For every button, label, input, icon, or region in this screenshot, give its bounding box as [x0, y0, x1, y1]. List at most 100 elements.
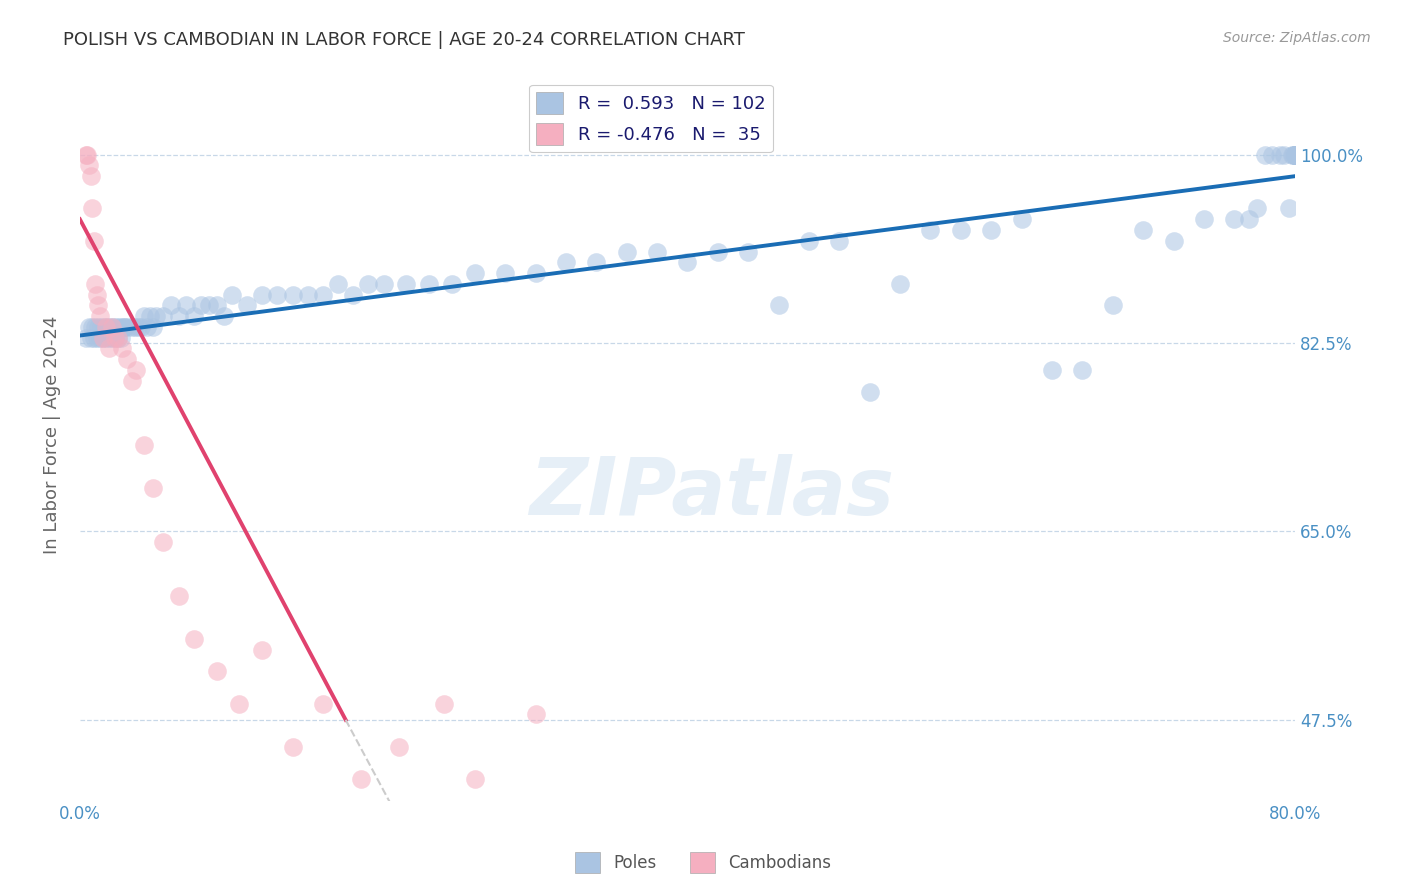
Point	[94, 319, 117, 334]
Point	[357, 277, 380, 291]
Point	[84, 277, 107, 291]
Point	[920, 223, 942, 237]
Point	[236, 298, 259, 312]
Point	[104, 331, 127, 345]
Point	[190, 298, 212, 312]
Point	[108, 319, 131, 334]
Point	[1101, 298, 1123, 312]
Point	[859, 384, 882, 399]
Point	[86, 331, 108, 345]
Point	[297, 287, 319, 301]
Point	[87, 298, 110, 312]
Point	[183, 309, 205, 323]
Point	[1071, 363, 1094, 377]
Point	[440, 277, 463, 291]
Point	[737, 244, 759, 259]
Point	[205, 665, 228, 679]
Point	[89, 309, 111, 323]
Point	[111, 319, 134, 334]
Point	[1163, 234, 1185, 248]
Point	[83, 234, 105, 248]
Point	[1223, 212, 1246, 227]
Point	[79, 331, 101, 345]
Text: POLISH VS CAMBODIAN IN LABOR FORCE | AGE 20-24 CORRELATION CHART: POLISH VS CAMBODIAN IN LABOR FORCE | AGE…	[63, 31, 745, 49]
Point	[93, 319, 115, 334]
Point	[80, 202, 103, 216]
Point	[132, 438, 155, 452]
Point	[524, 707, 547, 722]
Point	[86, 287, 108, 301]
Point	[1284, 147, 1306, 161]
Point	[707, 244, 730, 259]
Point	[616, 244, 638, 259]
Point	[76, 147, 98, 161]
Point	[75, 331, 97, 345]
Point	[167, 589, 190, 603]
Point	[111, 342, 134, 356]
Point	[388, 739, 411, 754]
Point	[142, 319, 165, 334]
Point	[312, 287, 335, 301]
Point	[142, 482, 165, 496]
Point	[75, 147, 97, 161]
Point	[121, 374, 143, 388]
Point	[114, 319, 136, 334]
Legend: R =  0.593   N = 102, R = -0.476   N =  35: R = 0.593 N = 102, R = -0.476 N = 35	[529, 85, 773, 153]
Point	[281, 287, 304, 301]
Point	[1011, 212, 1033, 227]
Point	[91, 331, 114, 345]
Point	[1132, 223, 1154, 237]
Y-axis label: In Labor Force | Age 20-24: In Labor Force | Age 20-24	[44, 316, 60, 554]
Point	[1278, 202, 1301, 216]
Text: ZIPatlas: ZIPatlas	[529, 454, 894, 533]
Point	[1274, 147, 1296, 161]
Point	[107, 331, 129, 345]
Point	[105, 319, 128, 334]
Point	[103, 319, 125, 334]
Point	[145, 309, 167, 323]
Point	[1284, 147, 1306, 161]
Point	[768, 298, 790, 312]
Point	[167, 309, 190, 323]
Point	[87, 319, 110, 334]
Point	[494, 266, 516, 280]
Point	[127, 319, 149, 334]
Point	[326, 277, 349, 291]
Point	[1284, 147, 1306, 161]
Point	[281, 739, 304, 754]
Point	[152, 309, 174, 323]
Point	[433, 697, 456, 711]
Point	[212, 309, 235, 323]
Text: Source: ZipAtlas.com: Source: ZipAtlas.com	[1223, 31, 1371, 45]
Point	[198, 298, 221, 312]
Point	[110, 331, 132, 345]
Point	[152, 535, 174, 549]
Point	[124, 319, 146, 334]
Point	[104, 331, 127, 345]
Point	[89, 331, 111, 345]
Point	[266, 287, 288, 301]
Point	[464, 266, 486, 280]
Point	[96, 319, 118, 334]
Point	[1040, 363, 1063, 377]
Point	[132, 309, 155, 323]
Point	[350, 772, 373, 786]
Point	[418, 277, 440, 291]
Point	[183, 632, 205, 647]
Point	[98, 319, 121, 334]
Point	[645, 244, 668, 259]
Point	[100, 319, 122, 334]
Point	[94, 331, 117, 345]
Point	[1261, 147, 1284, 161]
Point	[77, 319, 100, 334]
Point	[1284, 147, 1306, 161]
Point	[174, 298, 197, 312]
Point	[100, 331, 122, 345]
Point	[1239, 212, 1261, 227]
Point	[1192, 212, 1215, 227]
Point	[90, 319, 112, 334]
Point	[1246, 202, 1268, 216]
Point	[205, 298, 228, 312]
Point	[676, 255, 699, 269]
Point	[129, 319, 152, 334]
